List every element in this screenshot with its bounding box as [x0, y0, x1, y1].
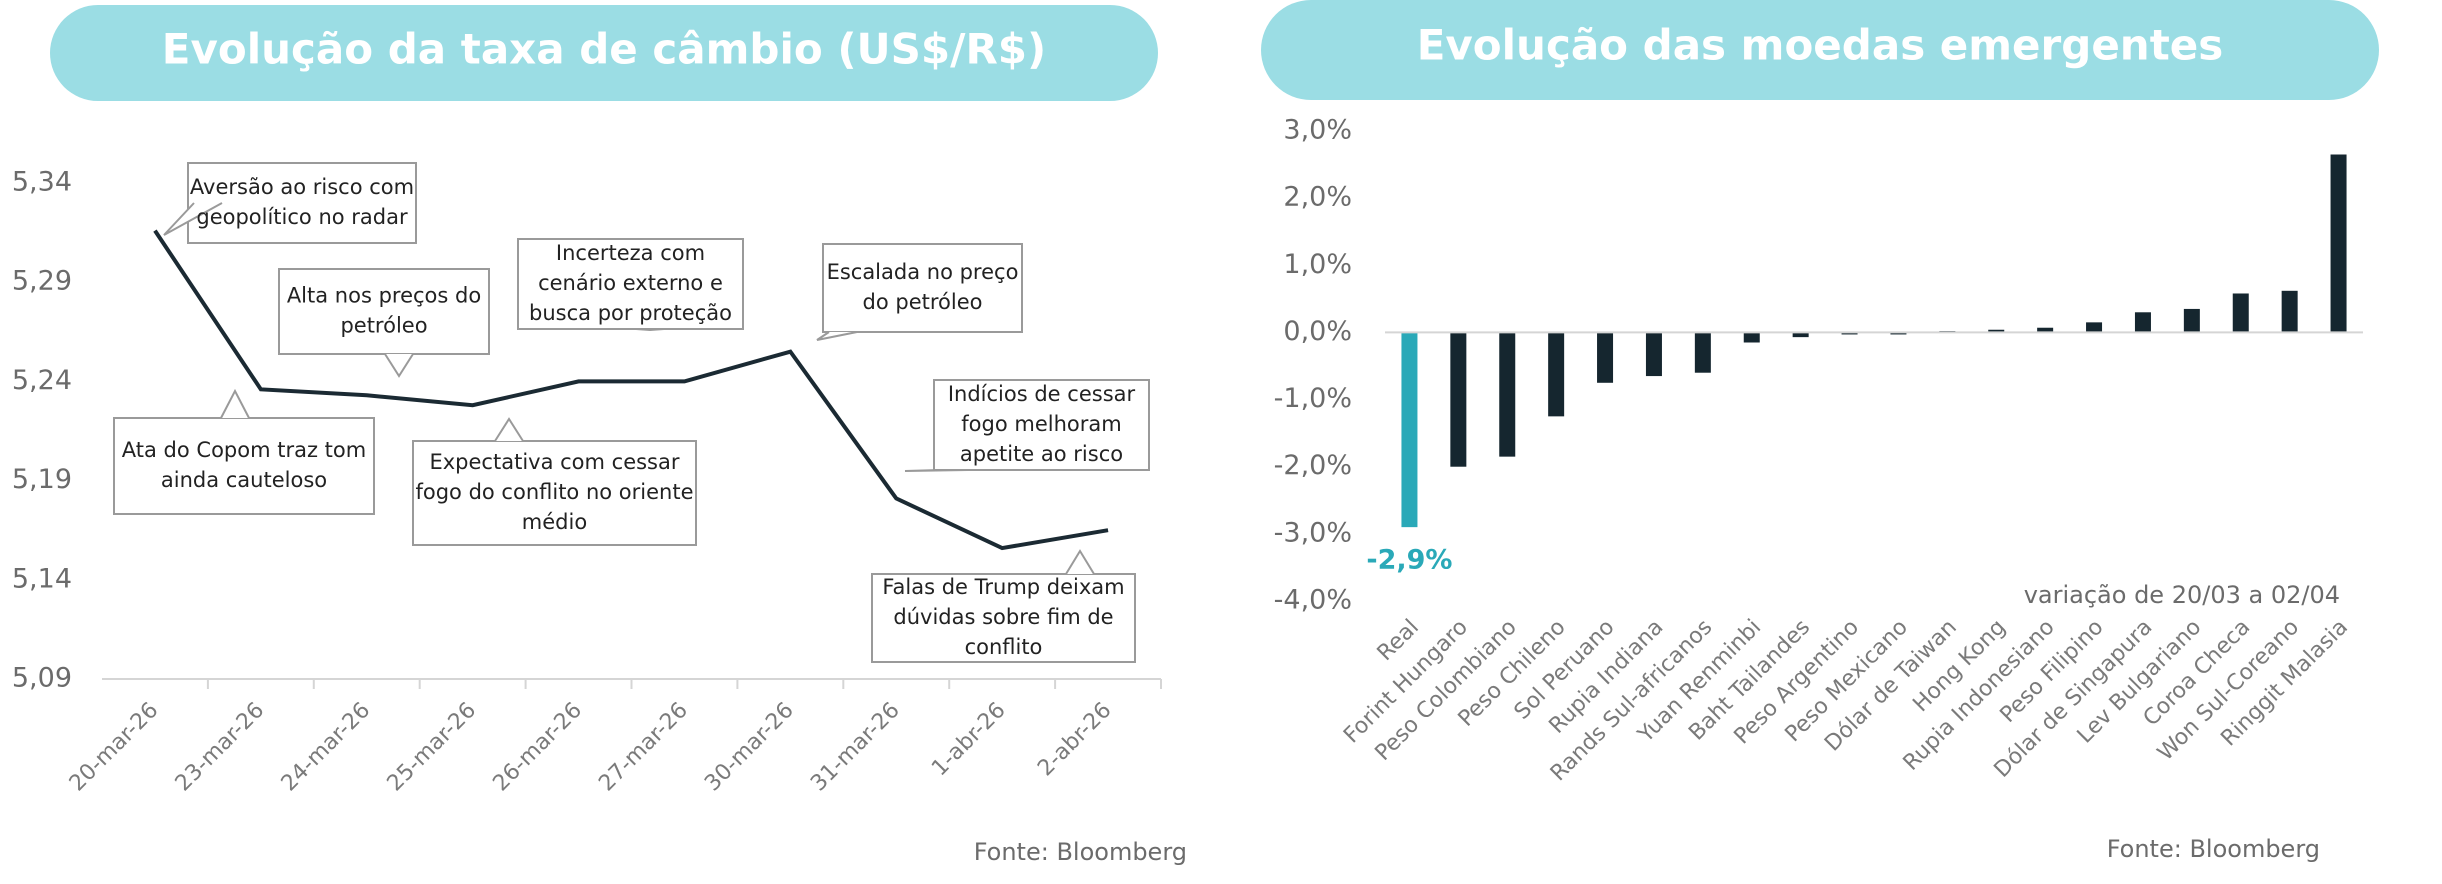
annotation-text: Escalada no preço — [827, 260, 1019, 284]
annotation-box — [517, 238, 744, 330]
annotation-text: busca por proteção — [529, 301, 732, 325]
y-tick-label: -2,0% — [1274, 450, 1352, 481]
bar — [1401, 332, 1418, 528]
annotation-text: Alta nos preços do — [287, 284, 481, 308]
source: Fonte: Bloomberg — [974, 838, 1187, 866]
x-tick-label: 30-mar-26 — [700, 698, 799, 797]
y-tick-label: 0,0% — [1283, 316, 1352, 347]
annotation-text: Falas de Trump deixam — [882, 575, 1124, 599]
annotation-text: Incerteza com — [556, 241, 705, 265]
bar — [1988, 329, 2005, 333]
note: variação de 20/03 a 02/04 — [2024, 581, 2340, 609]
y-tick-label: 5,09 — [12, 663, 72, 694]
line — [153, 229, 1109, 551]
y-tick-label: -3,0% — [1274, 517, 1352, 548]
y-tick-label: 5,24 — [12, 365, 72, 396]
bar — [2134, 312, 2151, 333]
title-pill — [1261, 0, 2379, 100]
annotation-text: Expectativa com cessar — [429, 450, 679, 474]
value-label: -2,9% — [1366, 545, 1452, 576]
annotation-pointer — [816, 331, 858, 341]
annotation-text: fogo do conflito no oriente — [415, 480, 693, 504]
x-tick-label: 1-abr-26 — [927, 698, 1010, 781]
y-tick-label: 2,0% — [1283, 182, 1352, 213]
x-tick-label: 26-mar-26 — [488, 698, 587, 797]
annotation-pointer — [220, 388, 250, 419]
bar — [1743, 332, 1760, 343]
annotation-text: Aversão ao risco com — [190, 175, 414, 199]
x-tick-label: 25-mar-26 — [383, 698, 482, 797]
bar — [2183, 308, 2200, 333]
bar — [2037, 327, 2054, 333]
bar — [1841, 332, 1858, 335]
bar — [2281, 290, 2298, 333]
annotation-text: médio — [522, 510, 587, 534]
annotation-pointer — [384, 353, 414, 378]
annotation-pointer — [635, 328, 665, 332]
x-tick-label: 31-mar-26 — [806, 698, 905, 797]
y-tick-label: 3,0% — [1283, 115, 1352, 146]
bar — [1792, 332, 1809, 338]
bar — [1450, 332, 1467, 467]
y-tick-label: 5,19 — [12, 464, 72, 495]
annotation-box — [822, 243, 1023, 333]
annotation-box — [933, 379, 1150, 471]
annotation-text: cenário externo e — [538, 271, 723, 295]
annotation-box — [113, 417, 375, 515]
bar — [2330, 154, 2347, 333]
annotation-text: Ata do Copom traz tom — [122, 438, 366, 462]
annotation-text: fogo melhoram — [961, 412, 1121, 436]
annotation-text: petróleo — [340, 314, 427, 338]
annotation-text: conflito — [965, 635, 1043, 659]
y-tick-label: -1,0% — [1274, 383, 1352, 414]
title-pill — [50, 5, 1158, 101]
source: Fonte: Bloomberg — [2107, 835, 2320, 863]
bar — [1548, 332, 1565, 417]
annotation-text: apetite ao risco — [960, 442, 1123, 466]
y-tick-label: 1,0% — [1283, 249, 1352, 280]
x-tick-label: 2-abr-26 — [1033, 698, 1116, 781]
annotation-box — [278, 268, 490, 355]
annotation-text: do petróleo — [863, 290, 983, 314]
annotation-pointer — [1065, 549, 1095, 575]
annotation-text: ainda cauteloso — [161, 468, 327, 492]
chart-title: Evolução das moedas emergentes — [1417, 21, 2224, 70]
y-tick-label: 5,34 — [12, 167, 72, 198]
bar — [1499, 332, 1516, 457]
y-tick-label: -4,0% — [1274, 585, 1352, 616]
y-tick-label: 5,14 — [12, 563, 72, 594]
annotation-text: dúvidas sobre fim de — [893, 605, 1113, 629]
annotation-text: Indícios de cessar — [948, 382, 1136, 406]
annotation-pointer — [163, 202, 223, 236]
bar — [2086, 322, 2103, 333]
annotation-pointer — [904, 469, 969, 472]
x-tick-label: 20-mar-26 — [65, 698, 164, 797]
bar — [1597, 332, 1614, 383]
bar — [1694, 332, 1711, 373]
x-tick-label: 27-mar-26 — [594, 698, 693, 797]
bar — [2232, 293, 2249, 333]
bar — [1645, 332, 1662, 377]
annotation-box — [412, 440, 697, 546]
bar — [1890, 332, 1907, 335]
annotation-text: geopolítico no radar — [196, 205, 408, 229]
x-tick-label: 24-mar-26 — [277, 698, 376, 797]
annotation-pointer — [494, 417, 524, 442]
x-tick-label: 23-mar-26 — [171, 698, 270, 797]
annotation-box — [871, 573, 1136, 663]
annotation-box — [187, 162, 417, 244]
y-tick-label: 5,29 — [12, 266, 72, 297]
chart-title: Evolução da taxa de câmbio (US$/R$) — [162, 25, 1046, 74]
